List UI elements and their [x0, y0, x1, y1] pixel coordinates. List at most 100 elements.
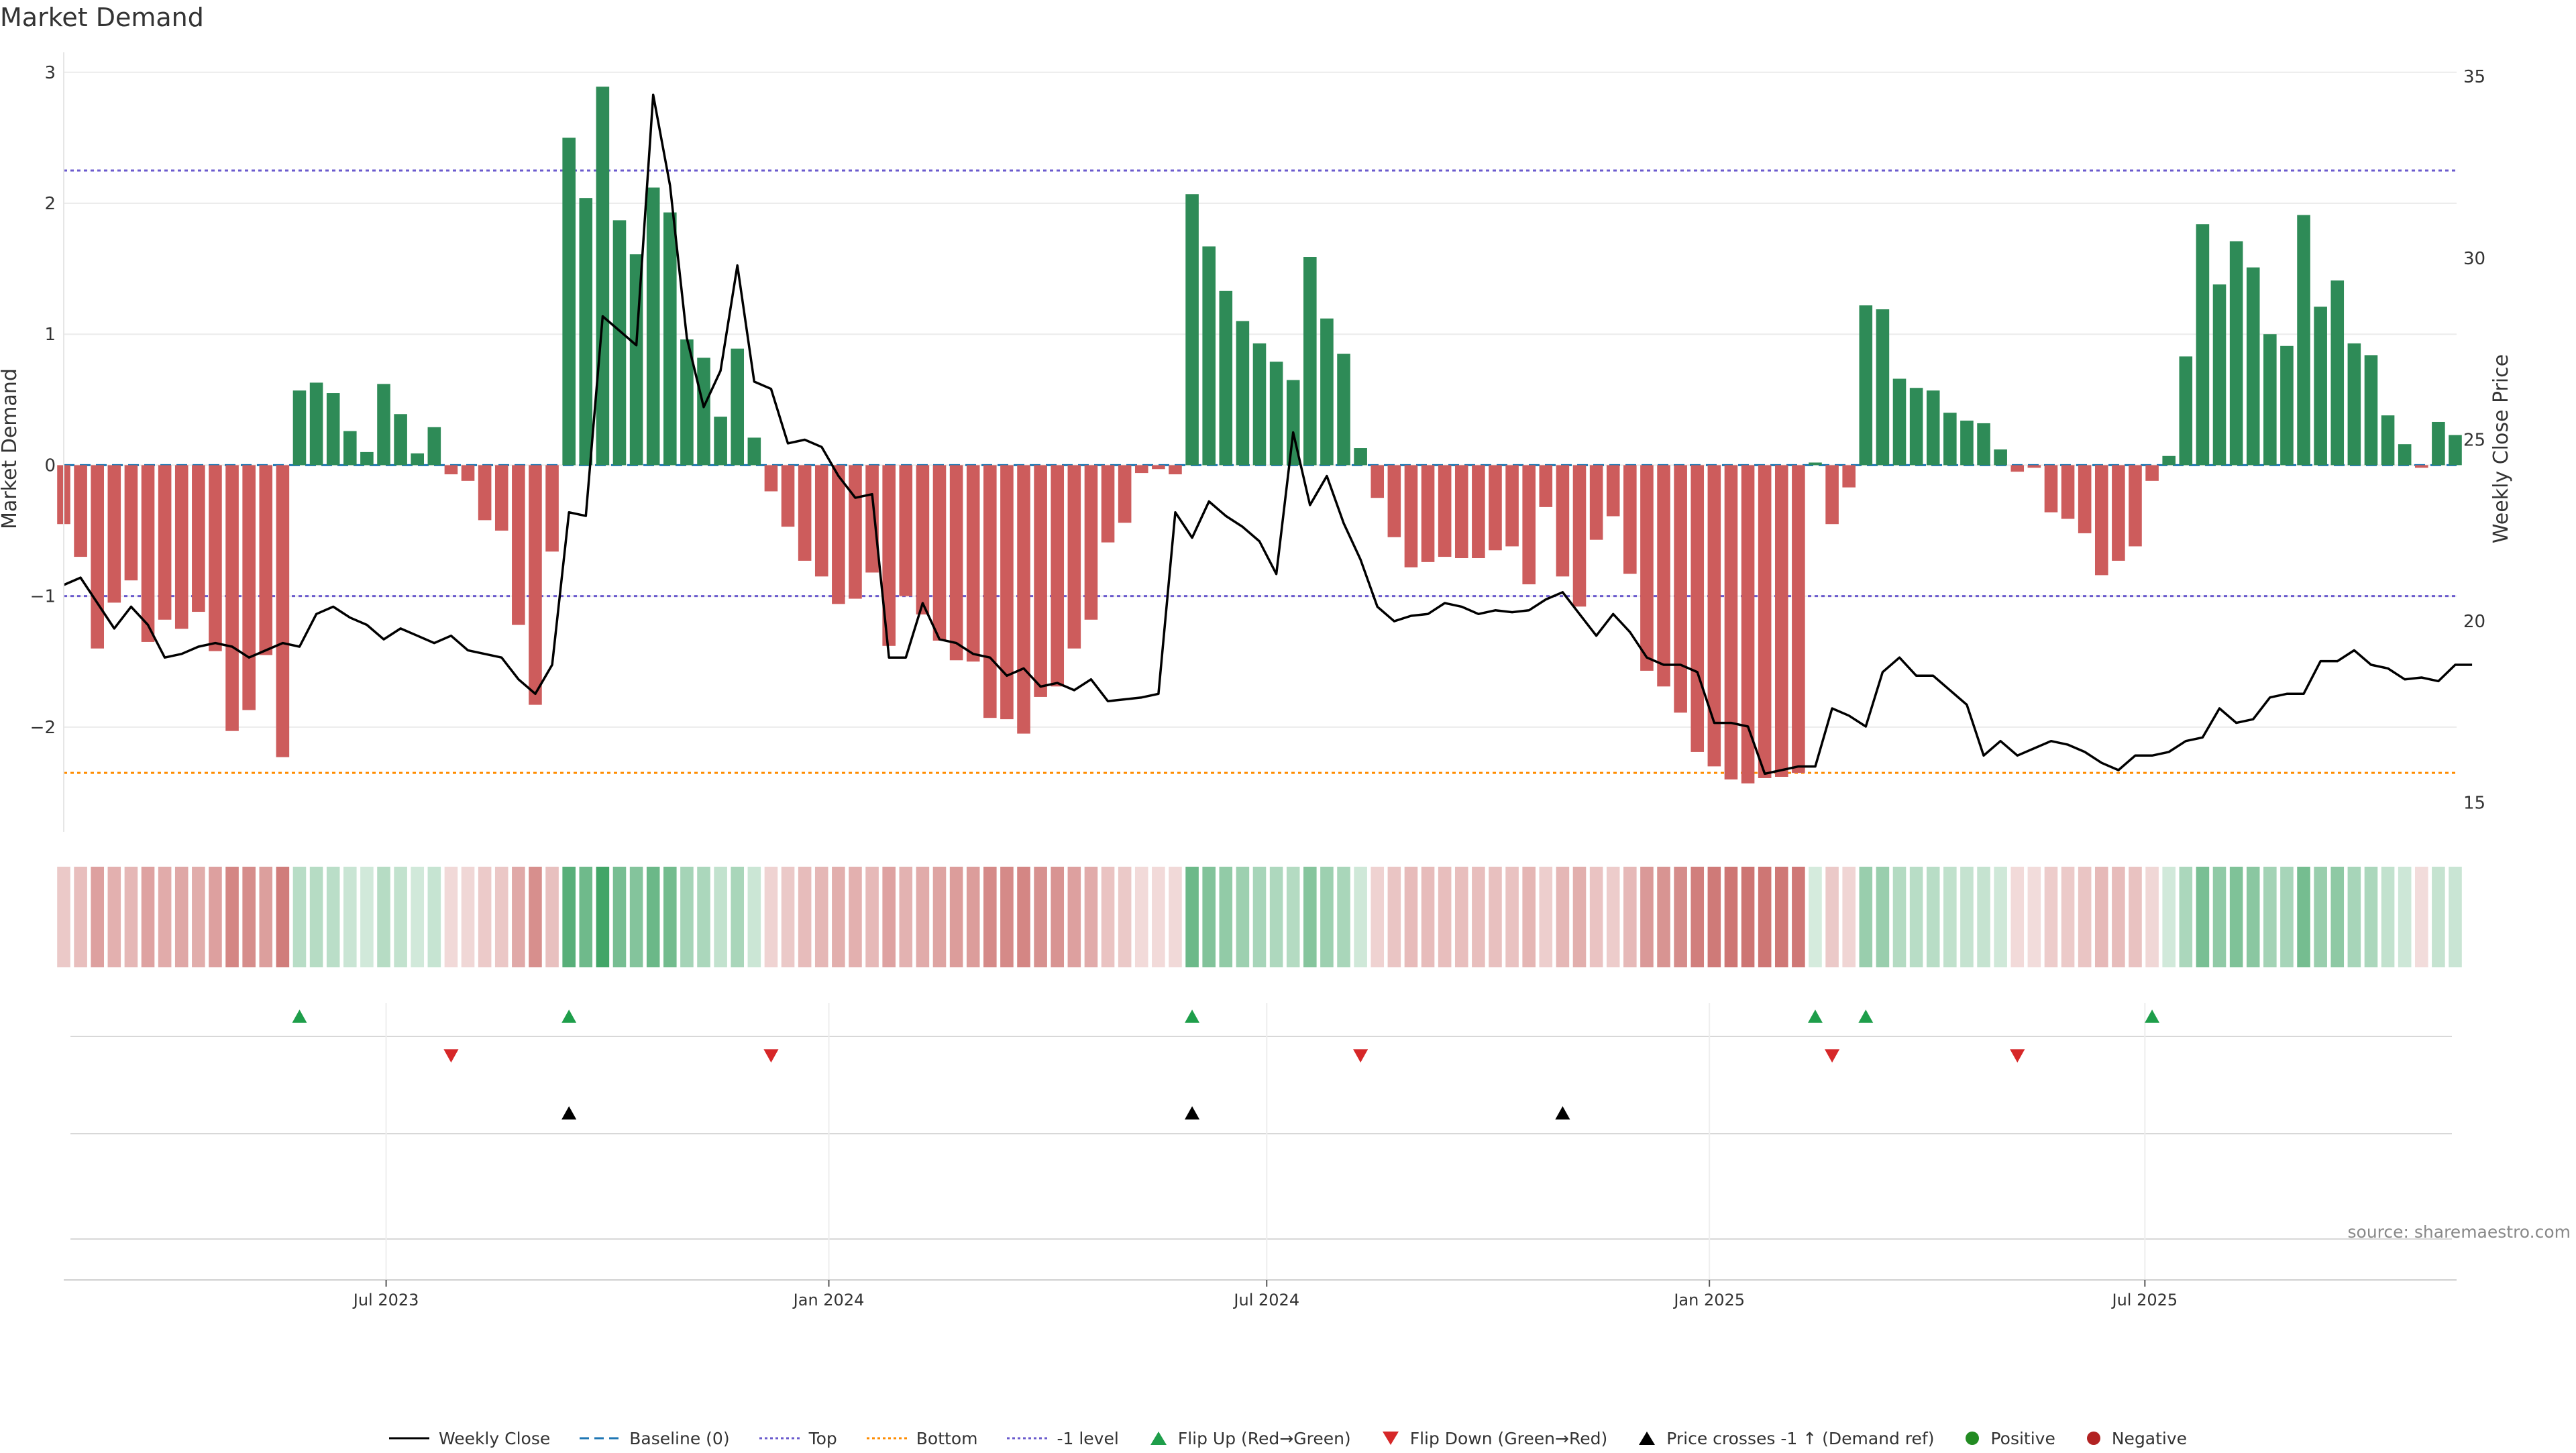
demand-bar	[2112, 465, 2125, 561]
demand-bar	[1774, 465, 1788, 777]
heat-cell	[1674, 867, 1687, 967]
heat-cell	[1000, 867, 1014, 967]
demand-bar	[747, 437, 761, 466]
heat-cell	[1724, 867, 1738, 967]
legend-item-negative: Negative	[2085, 1429, 2187, 1448]
neg1-level-line-swatch	[1007, 1437, 1048, 1440]
legend: Weekly Close Baseline (0) Top Bottom -1 …	[0, 1423, 2576, 1453]
heat-cell	[1876, 867, 1890, 967]
demand-bar	[124, 465, 138, 581]
price-cross-marker	[1555, 1106, 1570, 1120]
demand-bar	[2027, 465, 2041, 468]
legend-label-flip-up: Flip Up (Red→Green)	[1177, 1428, 1351, 1448]
demand-bar	[2010, 465, 2025, 472]
heat-cell	[1169, 867, 1182, 967]
heat-cell	[1387, 867, 1401, 967]
demand-bar	[1994, 449, 2007, 466]
flip-up-marker	[292, 1010, 307, 1023]
demand-bar	[2129, 465, 2142, 547]
demand-bar	[1438, 465, 1452, 557]
heat-cell	[832, 867, 845, 967]
right-axis-tick-label: 15	[2463, 794, 2485, 814]
right-axis-tick-label: 35	[2463, 67, 2485, 87]
demand-bar	[1943, 413, 1957, 466]
heat-cell	[158, 867, 172, 967]
heat-cell	[849, 867, 862, 967]
demand-bar	[377, 384, 390, 466]
heat-cell	[714, 867, 727, 967]
demand-bar	[1960, 421, 1974, 466]
heat-cell	[1690, 867, 1705, 967]
legend-label-neg1-level: -1 level	[1057, 1428, 1119, 1448]
heat-cell	[1707, 867, 1721, 967]
demand-bar	[562, 138, 576, 466]
demand-bar	[882, 465, 896, 646]
legend-item-baseline: Baseline (0)	[580, 1429, 730, 1448]
heat-cell	[612, 867, 627, 967]
heat-cell	[1792, 867, 1805, 967]
demand-bar	[209, 465, 222, 651]
heat-cell	[2212, 867, 2226, 967]
demand-bar	[1707, 465, 1721, 767]
heat-cell	[2129, 867, 2142, 967]
demand-bar	[1859, 305, 1873, 466]
demand-bar	[1572, 465, 1587, 607]
demand-bar	[1354, 448, 1367, 466]
heat-cell	[1134, 867, 1148, 967]
positive-dot-icon	[1966, 1432, 1980, 1445]
demand-bar	[1252, 343, 1267, 466]
heat-cell	[1101, 867, 1115, 967]
heat-cell	[731, 867, 745, 967]
heat-cell	[377, 867, 390, 967]
demand-bar	[1219, 290, 1233, 466]
heat-cell	[1454, 867, 1468, 967]
demand-bar	[1387, 465, 1401, 537]
demand-bar	[1876, 309, 1890, 466]
demand-bar	[1118, 465, 1132, 523]
demand-bar	[1977, 423, 1990, 466]
heat-cell	[2297, 867, 2310, 967]
heat-cell	[2398, 867, 2412, 967]
heat-cell	[697, 867, 710, 967]
heat-cell	[2196, 867, 2210, 967]
heat-cell	[1034, 867, 1047, 967]
demand-bar	[1690, 465, 1705, 752]
legend-item-flip-up: Flip Up (Red→Green)	[1148, 1429, 1351, 1448]
heat-cell	[814, 867, 828, 967]
flip-down-marker	[443, 1049, 459, 1063]
heat-cell	[1758, 867, 1772, 967]
demand-bar	[1640, 465, 1654, 671]
heat-cell	[1354, 867, 1367, 967]
demand-bar	[427, 427, 441, 466]
demand-bar	[2196, 224, 2210, 466]
heat-cell	[1977, 867, 1990, 967]
legend-label-bottom: Bottom	[916, 1428, 978, 1448]
demand-bar	[1792, 465, 1805, 773]
demand-bar	[1185, 194, 1199, 466]
heat-cell	[461, 867, 475, 967]
left-axis-tick-label: 1	[44, 325, 56, 345]
heat-cell	[225, 867, 239, 967]
heat-cell	[1539, 867, 1553, 967]
heat-cell	[966, 867, 980, 967]
demand-bar	[1623, 465, 1637, 574]
demand-bar	[494, 465, 508, 531]
heat-cell	[916, 867, 930, 967]
demand-bar	[1202, 246, 1216, 466]
demand-bar	[1236, 321, 1250, 466]
demand-bar	[697, 358, 710, 466]
heat-cell	[798, 867, 812, 967]
heat-cell	[1337, 867, 1350, 967]
left-axis-tick-label: −2	[30, 718, 56, 738]
heat-cell	[1303, 867, 1317, 967]
demand-bar	[832, 465, 845, 604]
heat-cell	[2078, 867, 2092, 967]
demand-bar	[2246, 267, 2260, 466]
demand-bar	[259, 465, 273, 655]
heat-cell	[2145, 867, 2159, 967]
heat-cell	[1859, 867, 1873, 967]
heat-cell	[1236, 867, 1250, 967]
demand-bar	[1909, 388, 1923, 466]
heat-cell	[478, 867, 492, 967]
demand-bar	[1606, 465, 1620, 517]
